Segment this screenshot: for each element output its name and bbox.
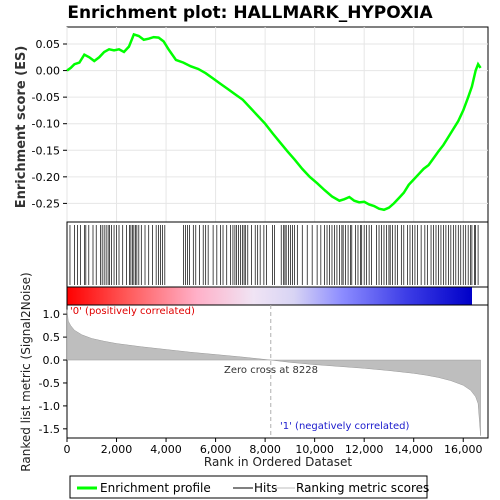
es-y-ticks: 0.05 0.00 -0.05 -0.10 -0.15 -0.20 -0.25 (32, 38, 67, 210)
es-y-tick-label: -0.25 (32, 197, 60, 210)
x-tick-label: 14,000 (394, 443, 433, 456)
es-y-tick-label: -0.20 (32, 171, 60, 184)
metric-y-tick-label: -1.5 (39, 423, 60, 436)
legend-hits-label: Hits (254, 481, 277, 495)
x-tick-label: 12,000 (345, 443, 384, 456)
x-tick-label: 16,000 (444, 443, 483, 456)
x-tick-label: 4,000 (150, 443, 182, 456)
es-y-tick-label: 0.00 (36, 65, 61, 78)
es-y-axis-label: Enrichment score (ES) (14, 46, 29, 209)
es-y-tick-label: 0.05 (36, 38, 61, 51)
x-tick-label: 2,000 (101, 443, 133, 456)
negative-correlated-label: '1' (negatively correlated) (280, 421, 409, 432)
chart-title: Enrichment plot: HALLMARK_HYPOXIA (67, 3, 433, 23)
hit-markers (69, 225, 479, 285)
metric-y-tick-label: 0.0 (43, 354, 61, 367)
x-tick-label: 8,000 (249, 443, 281, 456)
metric-y-tick-label: 0.5 (43, 331, 61, 344)
metric-y-axis-label: Ranked list metric (Signal2Noise) (19, 272, 33, 471)
x-tick-label: 0 (64, 443, 71, 456)
es-y-tick-label: -0.10 (32, 118, 60, 131)
metric-y-tick-label: -1.0 (39, 400, 60, 413)
legend-metric-label: Ranking metric scores (296, 481, 429, 495)
metric-y-tick-label: -0.5 (39, 377, 60, 390)
x-tick-label: 10,000 (295, 443, 334, 456)
legend-es-label: Enrichment profile (100, 481, 211, 495)
zero-cross-label: Zero cross at 8228 (224, 365, 318, 376)
es-y-tick-label: -0.15 (32, 144, 60, 157)
metric-y-tick-label: 1.0 (43, 308, 61, 321)
enrichment-profile-line (66, 32, 482, 212)
ranking-metric-area (66, 309, 481, 436)
metric-y-ticks: 1.0 0.5 0.0 -0.5 -1.0 -1.5 (39, 308, 67, 436)
x-axis-ticks: 0 2,000 4,000 6,000 8,000 10,000 12,000 14,000 1… (64, 438, 483, 456)
es-y-tick-label: -0.05 (32, 91, 60, 104)
legend (69, 475, 428, 499)
positive-correlated-label: '0' (positively correlated) (70, 306, 195, 317)
es-panel (66, 26, 489, 223)
x-tick-label: 6,000 (200, 443, 232, 456)
es-grid (66, 27, 488, 222)
x-axis-label: Rank in Ordered Dataset (204, 455, 352, 469)
rank-color-bar (67, 287, 472, 305)
